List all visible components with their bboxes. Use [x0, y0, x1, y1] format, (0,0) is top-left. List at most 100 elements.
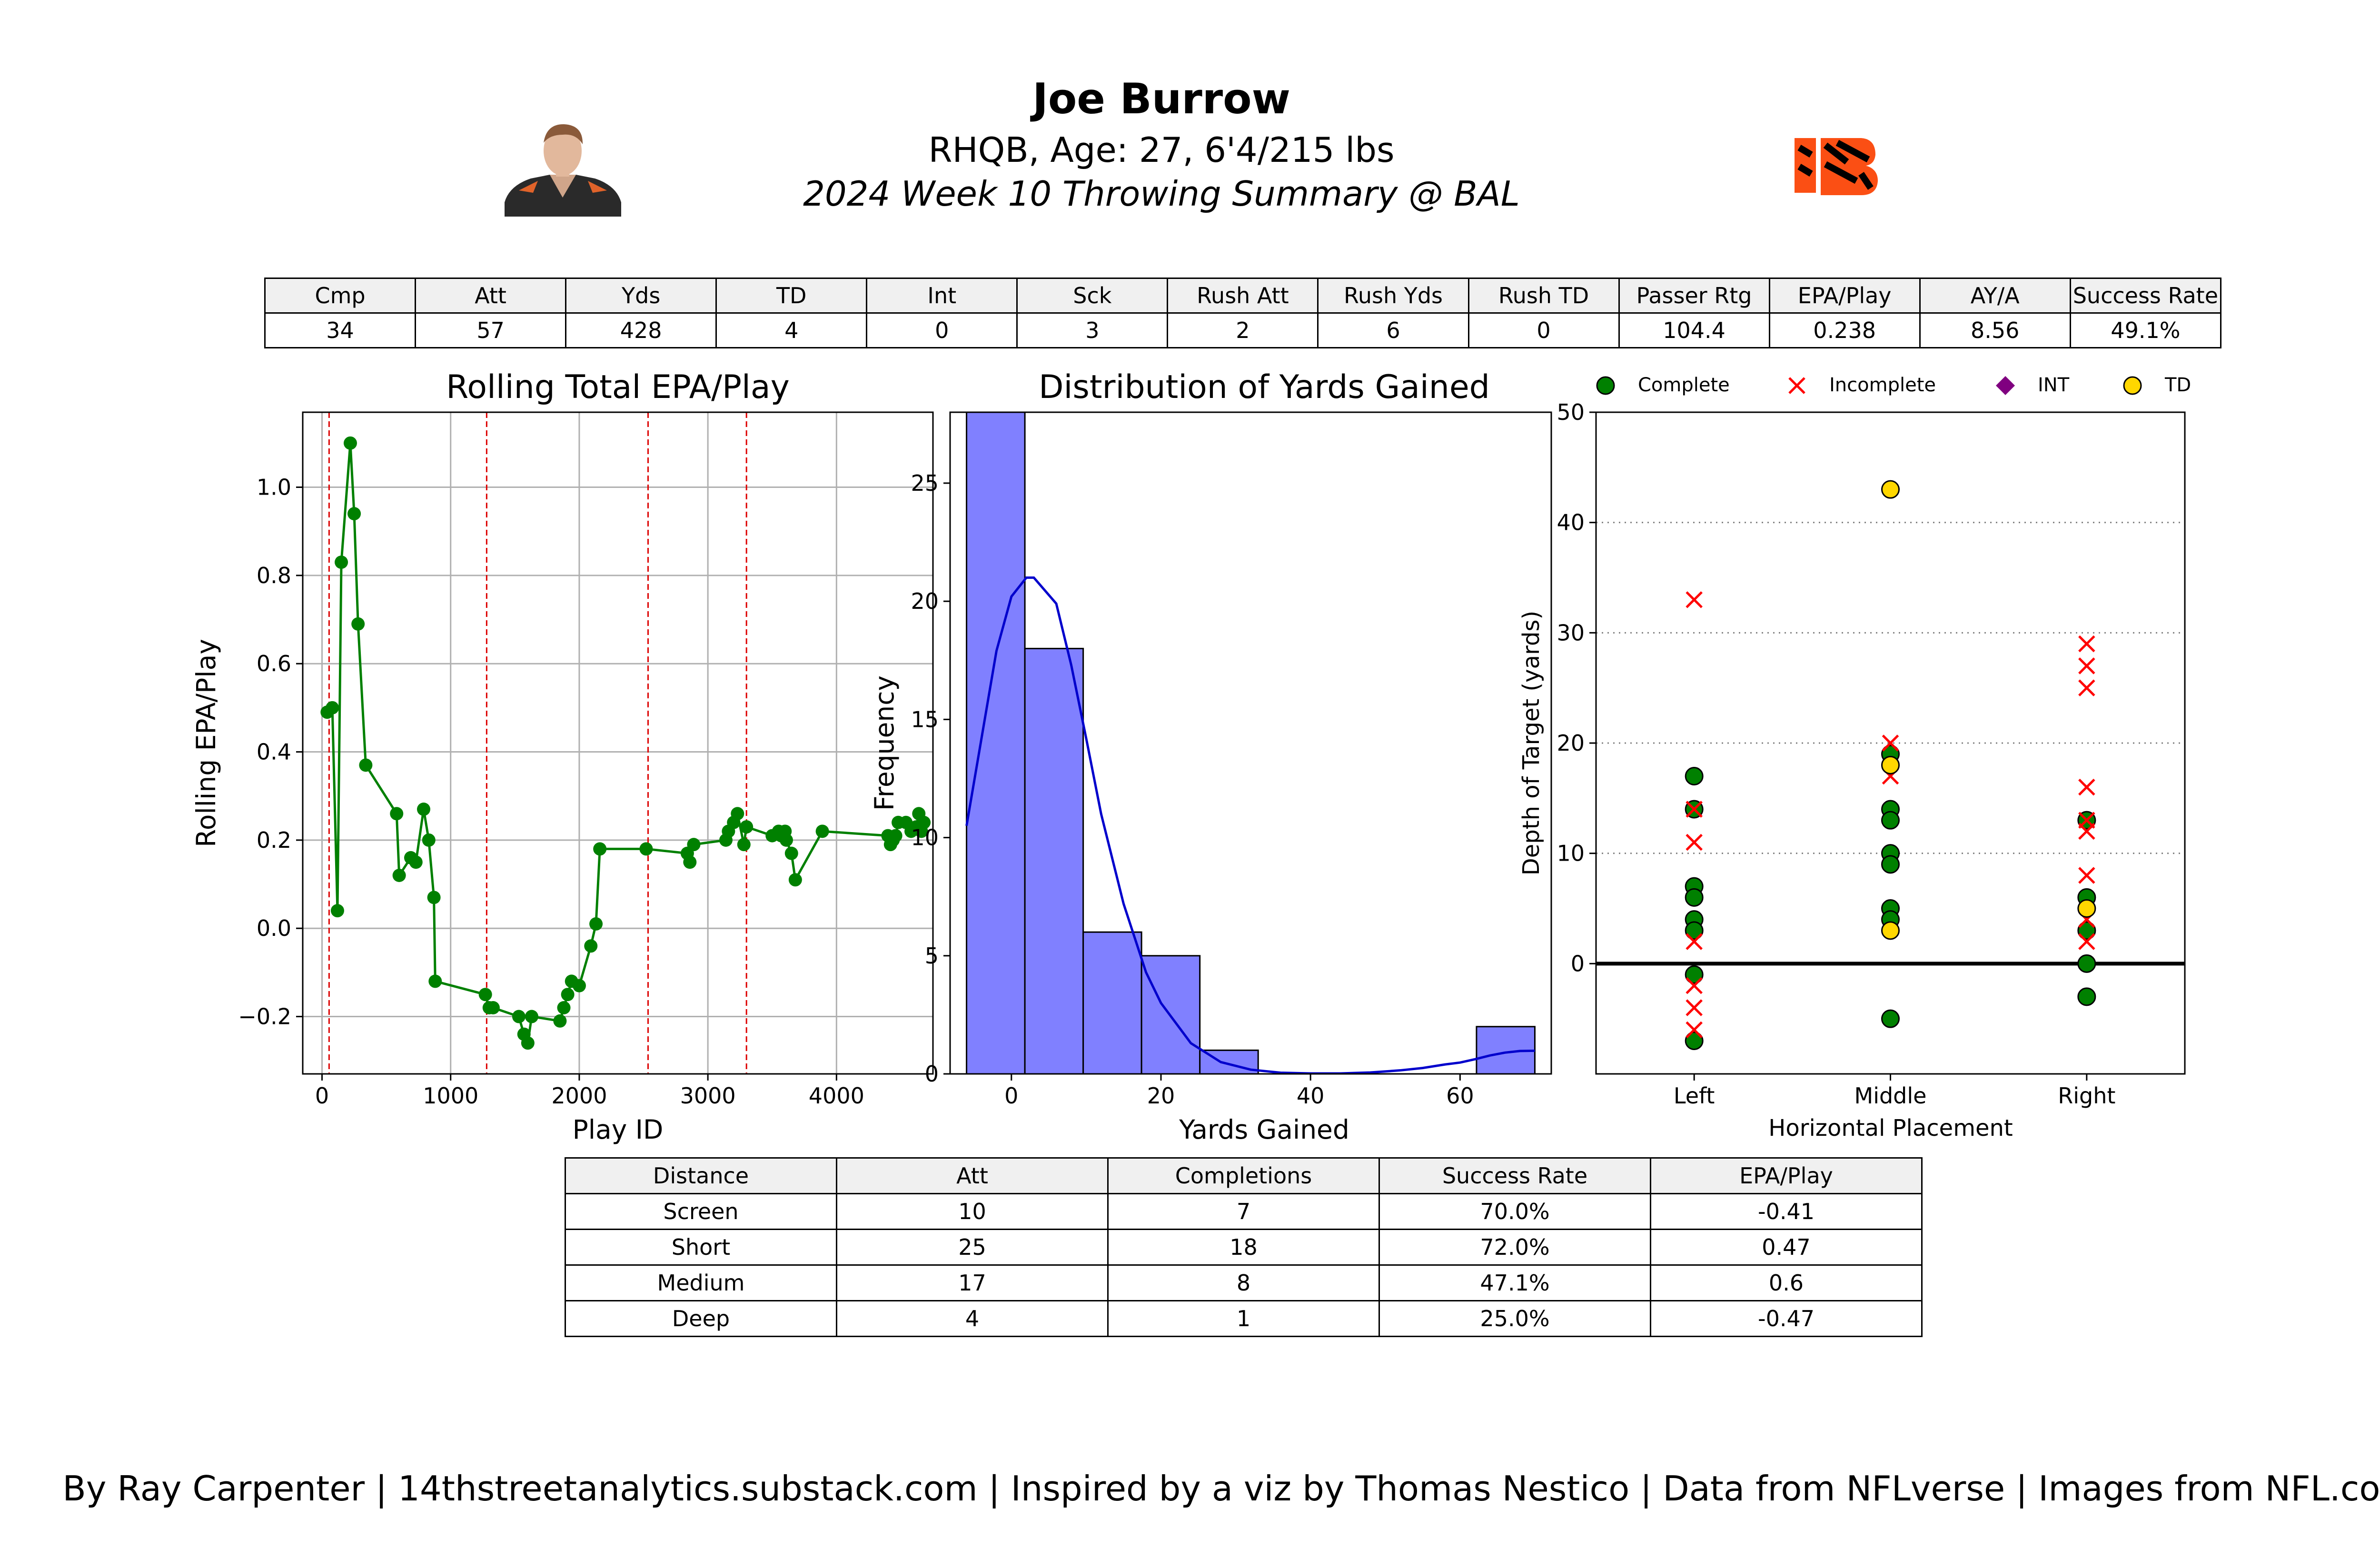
complete-marker: [1685, 767, 1704, 785]
depth-body: Screen 10 7 70.0% -0.41 Short 25 18 72.0% 0.47 Med…: [565, 1193, 1923, 1337]
incomplete-marker: [2078, 778, 2095, 796]
epa-point: [788, 873, 802, 887]
incomplete-marker: [1686, 801, 1703, 818]
player-bio: RHQB, Age: 27, 6'4/215 lbs: [929, 130, 1395, 170]
stats-header-cell: Rush TD: [1468, 278, 1620, 314]
table-row: Short 25 18 72.0% 0.47: [565, 1229, 1923, 1266]
stats-value-cell: 49.1%: [2069, 312, 2222, 348]
epa-point: [572, 979, 586, 992]
depth-x-tick-label: Middle: [1854, 1083, 1927, 1109]
epa-y-tick-label: 1.0: [257, 475, 291, 500]
target-depth-chart: Left Middle Right 0 10 20 30 40 50 Complete Incom…: [1518, 374, 2191, 1141]
depth-y-tick-label: 20: [1557, 730, 1585, 756]
epa-y-tick-label: 0.0: [257, 915, 291, 941]
table-row: Screen 10 7 70.0% -0.41: [565, 1193, 1923, 1230]
depth-y-label: Depth of Target (yards): [1518, 611, 1545, 875]
epa-drive-markers: [328, 412, 747, 1074]
stats-value-cell: 0: [1468, 312, 1620, 348]
incomplete-marker: [1686, 591, 1703, 608]
stats-header-cell: Yds: [565, 278, 717, 314]
depth-x-tick-label: Left: [1674, 1083, 1715, 1109]
complete-marker: [2077, 987, 2096, 1006]
depth-cell: 18: [1107, 1229, 1380, 1266]
stats-header-cell: Success Rate: [2069, 278, 2222, 314]
epa-point: [525, 1010, 538, 1023]
complete-marker: [2077, 921, 2096, 940]
depth-y-tick-label: 0: [1571, 951, 1585, 976]
epa-point: [889, 829, 902, 843]
epa-point: [593, 842, 607, 856]
depth-cell: Screen: [565, 1193, 837, 1230]
legend-int-label: INT: [2038, 374, 2070, 396]
bengals-logo-icon: [1795, 138, 1878, 195]
epa-chart-title: Rolling Total EPA/Play: [446, 368, 790, 406]
epa-y-tick-label: 0.4: [257, 739, 291, 765]
depth-cell: 1: [1107, 1300, 1380, 1337]
epa-x-tick-label: 0: [315, 1083, 329, 1109]
histogram-bar: [1082, 931, 1142, 1075]
hist-y-tick-label: 0: [925, 1061, 939, 1087]
hist-x-tick-label: 20: [1147, 1083, 1175, 1109]
epa-point: [589, 917, 603, 931]
histogram-bars: [966, 411, 1536, 1075]
histogram-bar: [1024, 647, 1084, 1075]
complete-marker: [2077, 954, 2096, 973]
depth-cell: 17: [836, 1264, 1109, 1301]
td-marker: [1881, 755, 1900, 774]
epa-point: [561, 988, 575, 1002]
stats-header-cell: Cmp: [264, 278, 416, 314]
stats-value-cell: 57: [415, 312, 567, 348]
epa-y-label: Rolling EPA/Play: [191, 639, 221, 847]
table-row: Deep 4 1 25.0% -0.47: [565, 1300, 1923, 1337]
epa-ticks: 0 1000 2000 3000 4000 −0.2 0.0 0.2 0.4 0.6 0.8 1.0: [238, 475, 864, 1109]
depth-cell: 0.6: [1650, 1264, 1923, 1301]
incomplete-marker: [2078, 635, 2095, 653]
stats-value-cell: 428: [565, 312, 717, 348]
stats-header-cell: AY/A: [1919, 278, 2071, 314]
td-marker: [2077, 899, 2096, 918]
stats-value-cell: 8.56: [1919, 312, 2071, 348]
epa-point: [553, 1014, 567, 1028]
epa-y-tick-label: 0.6: [257, 651, 291, 676]
epa-point: [815, 824, 829, 838]
depth-header-cell: Success Rate: [1378, 1157, 1651, 1194]
epa-point: [486, 1001, 500, 1014]
stats-value-cell: 6: [1317, 312, 1469, 348]
stats-value-cell: 104.4: [1618, 312, 1770, 348]
epa-point: [392, 869, 406, 882]
stats-value-cell: 0: [866, 312, 1018, 348]
incomplete-marker: [2078, 679, 2095, 696]
player-headshot-icon: [505, 124, 621, 217]
epa-chart: 0 1000 2000 3000 4000−0.20.00.20.40.60.81.0 …: [191, 368, 934, 1145]
epa-grid: [303, 412, 933, 1074]
incomplete-marker: [1686, 977, 1703, 994]
depth-cell: Short: [565, 1229, 837, 1266]
stats-header-cell: Rush Yds: [1317, 278, 1469, 314]
incomplete-marker: [1686, 999, 1703, 1016]
hist-plot-frame: [949, 411, 1552, 1075]
epa-point: [683, 855, 697, 869]
depth-header-row: Distance Att Completions Success Rate EPA/Pl…: [565, 1157, 1923, 1194]
depth-y-tick-label: 40: [1557, 510, 1585, 536]
epa-point: [779, 833, 793, 847]
epa-point: [687, 838, 701, 852]
depth-header-cell: Completions: [1107, 1157, 1380, 1194]
complete-marker: [1881, 811, 1900, 830]
legend-complete-marker: [1596, 376, 1615, 395]
depth-header-cell: Att: [836, 1157, 1109, 1194]
epa-point: [330, 904, 344, 918]
epa-point: [427, 891, 441, 904]
game-stats-table: Cmp Att Yds TD Int Sck Rush Att Rush Yds Rush TD…: [264, 278, 2222, 348]
incomplete-marker: [2078, 867, 2095, 884]
stats-value-cell: 34: [264, 312, 416, 348]
epa-point: [347, 507, 361, 521]
hist-y-tick-label: 10: [911, 825, 939, 851]
epa-point: [359, 758, 373, 772]
hist-y-label: Frequency: [869, 675, 900, 811]
incomplete-marker: [1686, 834, 1703, 851]
epa-line: [326, 443, 925, 1048]
epa-series: [320, 436, 931, 1050]
stats-header-cell: Passer Rtg: [1618, 278, 1770, 314]
legend-incomplete-marker: [1788, 377, 1805, 394]
complete-marker: [1685, 965, 1704, 984]
